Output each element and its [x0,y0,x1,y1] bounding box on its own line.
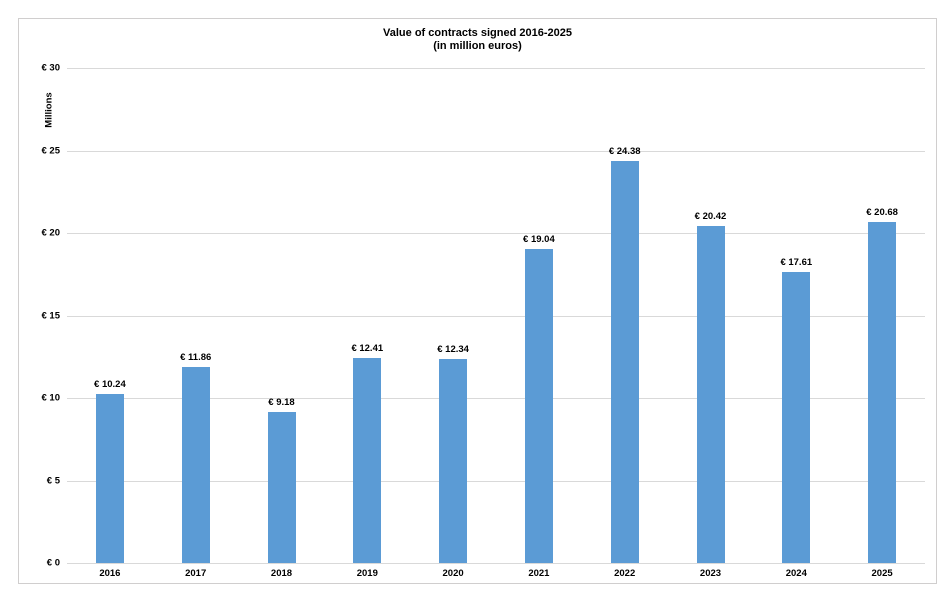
bar [181,367,210,563]
chart-subtitle: (in million euros) [433,40,522,52]
x-axis-tick-label: 2021 [528,568,550,579]
gridline [67,398,925,399]
chart-frame: Value of contracts signed 2016-2025 (in … [18,18,937,584]
bar-value-label: € 9.18 [268,396,295,408]
chart-title: Value of contracts signed 2016-2025 [383,27,572,39]
x-axis-tick-label: 2020 [442,568,464,579]
gridline [67,150,925,152]
gridline [67,480,925,482]
y-axis-tick-labels: € 0 € 5 € 10 € 15 € 20 € 25 € 30 [19,19,936,583]
bar-series: € 10.24 € 11.86 € 9.18 € 12.41 € 12.34 € 19.0… [67,68,925,563]
y-axis-tick-label: € 30 [41,62,61,74]
y-axis-tick-label: € 0 [46,557,60,569]
y-axis-tick-label: € 20 [41,227,61,239]
bar-value-label: € 10.24 [94,379,126,391]
bar-value-label: € 19.04 [523,233,555,245]
bar [267,411,296,563]
y-axis-tick-label: € 15 [41,310,61,321]
bar-value-label: € 17.61 [780,257,813,269]
y-axis-tick-label: € 25 [41,145,61,156]
bar [610,160,639,563]
gridline [67,233,925,234]
plot-area: € 10.24 € 11.86 € 9.18 € 12.41 € 12.34 € 19.0… [67,68,925,564]
bar-value-label: € 20.68 [866,206,898,218]
x-axis-tick-label: 2018 [270,568,293,579]
bar [696,226,725,563]
bar-value-label: € 24.38 [608,145,641,157]
bar-value-label: € 20.42 [694,211,727,223]
gridlines [67,68,925,564]
bar-value-label: € 12.34 [437,344,469,356]
x-axis-tick-label: 2017 [185,568,207,579]
gridline [67,315,925,317]
x-axis-tick-label: 2019 [356,568,378,579]
bar [95,394,124,563]
y-axis-tick-label: € 5 [46,475,60,486]
y-axis-tick-label: € 10 [41,392,61,404]
bar-value-label: € 12.41 [351,343,384,355]
x-axis-tick-label: 2025 [871,568,893,579]
bar [353,358,382,563]
chart-title-block: Value of contracts signed 2016-2025 (in … [19,27,936,53]
x-axis-tick-labels: 2016 2017 2018 2019 2020 2021 2022 2023 2024 2025 [19,19,936,583]
x-axis-tick-label: 2024 [785,568,807,579]
gridline [67,563,925,564]
x-axis-tick-label: 2022 [614,568,636,579]
bar-value-label: € 11.86 [180,352,212,364]
bar [439,359,468,563]
bar [782,272,811,563]
x-axis-tick-label: 2023 [699,568,722,579]
x-axis-tick-label: 2016 [99,568,121,579]
gridline [67,68,925,69]
bar [868,221,897,563]
bar [524,248,553,563]
